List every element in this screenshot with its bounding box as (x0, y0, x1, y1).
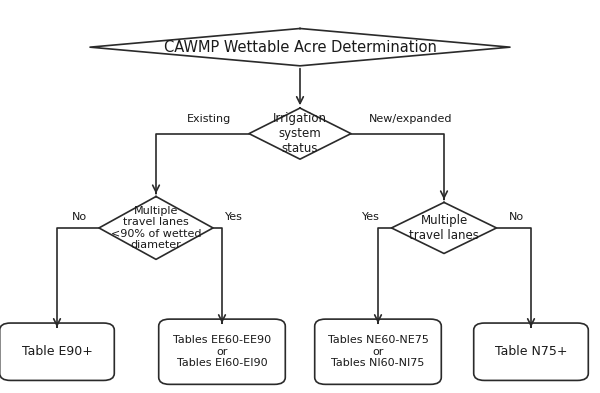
Text: Table E90+: Table E90+ (22, 345, 92, 358)
Text: Irrigation
system
status: Irrigation system status (273, 112, 327, 155)
Polygon shape (99, 196, 213, 259)
Text: Yes: Yes (225, 212, 243, 222)
FancyBboxPatch shape (474, 323, 588, 380)
FancyBboxPatch shape (0, 323, 114, 380)
Polygon shape (392, 202, 497, 253)
Text: Tables EE60-EE90
or
Tables EI60-EI90: Tables EE60-EE90 or Tables EI60-EI90 (173, 335, 271, 368)
Text: Existing: Existing (187, 114, 231, 124)
Polygon shape (90, 28, 510, 66)
Text: New/expanded: New/expanded (369, 114, 452, 124)
Text: No: No (509, 212, 524, 222)
Text: CAWMP Wettable Acre Determination: CAWMP Wettable Acre Determination (164, 40, 436, 55)
FancyBboxPatch shape (314, 319, 441, 384)
Text: Yes: Yes (362, 212, 379, 222)
Polygon shape (249, 108, 351, 159)
Text: No: No (72, 212, 87, 222)
FancyBboxPatch shape (158, 319, 286, 384)
Text: Table N75+: Table N75+ (495, 345, 567, 358)
Text: Tables NE60-NE75
or
Tables NI60-NI75: Tables NE60-NE75 or Tables NI60-NI75 (328, 335, 428, 368)
Text: Multiple
travel lanes: Multiple travel lanes (409, 214, 479, 242)
Text: Multiple
travel lanes
<90% of wetted
diameter: Multiple travel lanes <90% of wetted dia… (111, 206, 201, 250)
